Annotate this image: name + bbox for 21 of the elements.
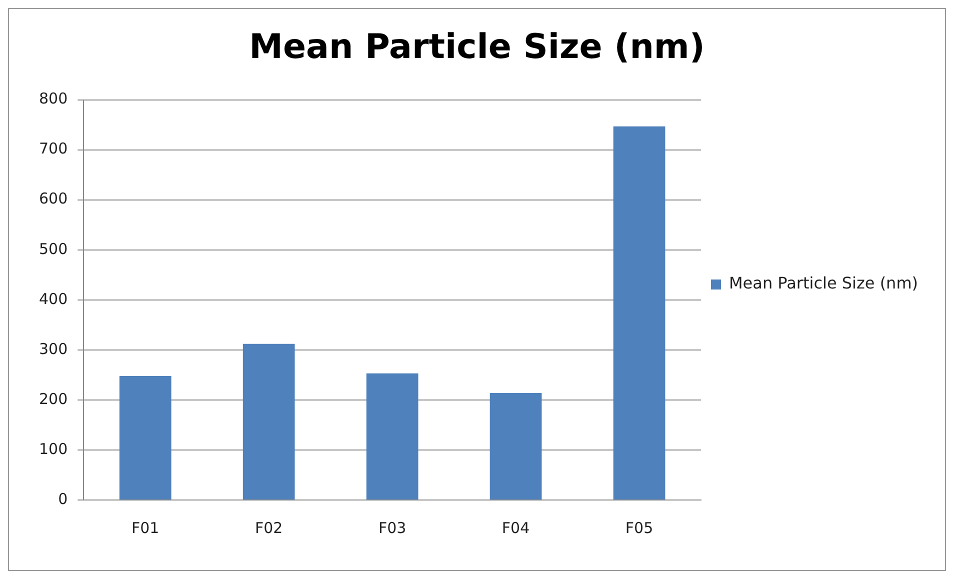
y-tick-label: 100 — [38, 440, 68, 458]
x-tick-label: F03 — [378, 518, 406, 537]
y-tick-label: 600 — [38, 190, 68, 208]
bar — [490, 392, 542, 500]
x-tick-label: F01 — [132, 518, 160, 537]
y-tick-label: 300 — [38, 340, 68, 358]
bar — [613, 126, 666, 500]
x-tick-label: F05 — [625, 518, 654, 537]
x-tick-label: F04 — [502, 518, 530, 537]
legend-label: Mean Particle Size (nm) — [729, 274, 918, 293]
chart-title: Mean Particle Size (nm) — [249, 27, 705, 68]
bar — [242, 344, 295, 500]
y-tick-label: 200 — [38, 390, 68, 408]
y-tick-label: 400 — [38, 290, 68, 308]
y-tick-label: 700 — [38, 140, 68, 158]
bar — [119, 376, 172, 500]
y-tick-label: 800 — [38, 90, 68, 108]
y-tick-label: 0 — [58, 490, 68, 508]
x-tick-label: F02 — [254, 518, 283, 537]
bar — [366, 373, 418, 500]
y-tick-label: 500 — [38, 240, 68, 258]
